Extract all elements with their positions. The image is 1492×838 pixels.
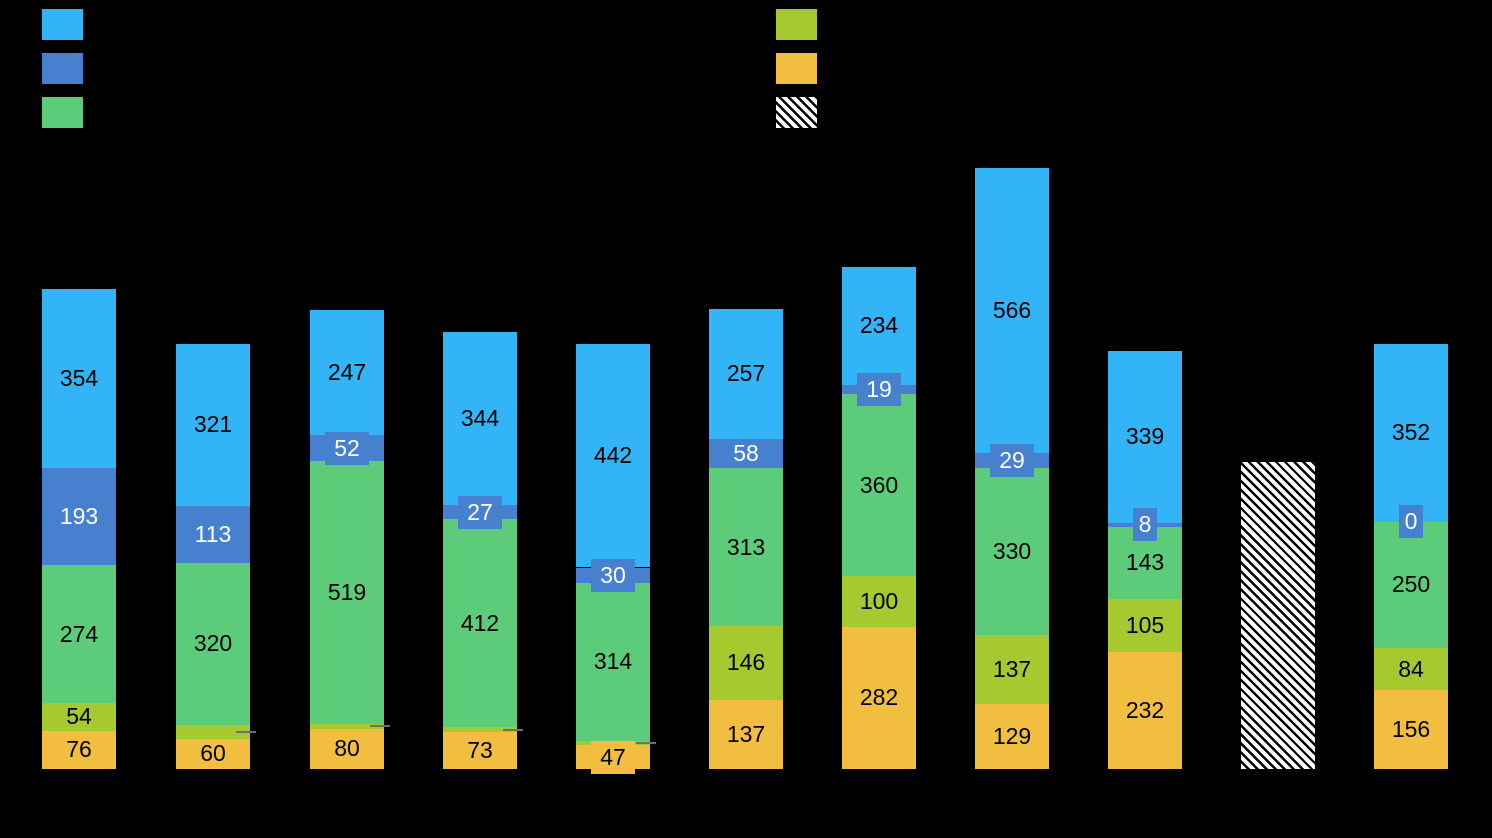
bar-11-segment-yellow_green [1374,647,1448,691]
legend-swatch-light_blue [42,9,83,40]
bar-3-segment-light_blue [310,310,384,436]
legend-swatch-yellow_green [776,9,817,40]
bar-7-segment-orange [842,626,916,769]
bar-6-segment-green [709,468,783,627]
bar-4-segment-yellow_green [443,727,517,733]
bar-3-leader-yellow_green [370,725,390,728]
bar-7-segment-yellow_green [842,576,916,627]
bar-8-segment-orange [975,703,1049,769]
bar-4-leader-yellow_green [503,728,523,731]
legend-swatch-hatched [776,97,817,128]
bar-8-segment-light_blue [975,167,1049,454]
bar-1-segment-orange [42,730,116,769]
legend-swatch-green [42,97,83,128]
bar-9-segment-dark_blue [1108,522,1182,527]
bar-7-segment-green [842,394,916,577]
bar-3-segment-dark_blue [310,435,384,462]
bar-5-segment-green [576,582,650,742]
bar-5-leader-yellow_green [636,742,656,745]
bar-4-segment-orange [443,732,517,769]
legend-swatch-orange [776,53,817,84]
bar-1-segment-light_blue [42,288,116,468]
bar-4-segment-light_blue [443,331,517,506]
bar-1-segment-dark_blue [42,467,116,565]
bar-6-segment-dark_blue [709,438,783,468]
bar-3-segment-green [310,461,384,724]
bar-2-segment-green [176,562,250,725]
legend-swatch-dark_blue [42,53,83,84]
bar-2-segment-light_blue [176,343,250,506]
bar-3-segment-yellow_green [310,723,384,729]
bar-7-segment-dark_blue [842,384,916,395]
bar-6-segment-yellow_green [709,626,783,700]
bar-8-segment-yellow_green [975,634,1049,704]
bar-11-segment-orange [1374,690,1448,769]
bar-11-segment-light_blue [1374,343,1448,522]
bar-2-segment-dark_blue [176,505,250,563]
bar-9-segment-green [1108,526,1182,599]
bar-9-segment-orange [1108,651,1182,769]
bar-2-segment-yellow_green [176,724,250,739]
bar-10-hatched [1241,461,1315,769]
bar-8-segment-dark_blue [975,453,1049,469]
bar-1-segment-yellow_green [42,703,116,731]
bar-1-segment-green [42,564,116,704]
bar-9-segment-light_blue [1108,351,1182,523]
bar-3-segment-orange [310,728,384,769]
bar-5-segment-light_blue [576,344,650,568]
bar-5-segment-orange [576,745,650,769]
bar-6-segment-light_blue [709,308,783,439]
bar-11-segment-green [1374,521,1448,648]
bar-2-leader-yellow_green [236,730,256,733]
bar-6-segment-orange [709,699,783,769]
bar-2-segment-orange [176,738,250,769]
bar-9-segment-yellow_green [1108,598,1182,652]
bar-4-segment-green [443,519,517,728]
bar-8-segment-green [975,468,1049,635]
bar-4-segment-dark_blue [443,505,517,519]
bar-7-segment-light_blue [842,266,916,385]
bar-5-segment-dark_blue [576,567,650,583]
